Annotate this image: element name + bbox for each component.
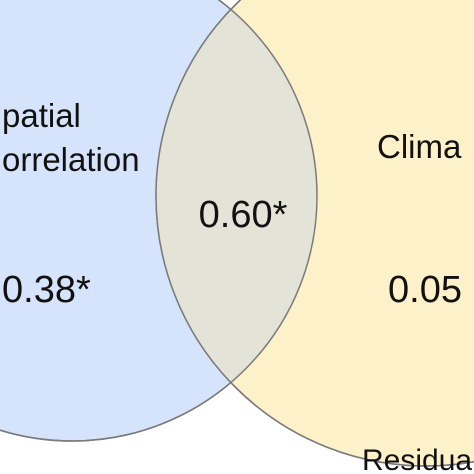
climate-value: 0.05 [388, 269, 462, 311]
climate-outline [155, 0, 474, 467]
residual-label: Residua [362, 444, 472, 474]
spatial-correlation-label-line-2: orrelation [2, 141, 140, 178]
spatial-correlation-outline [0, 0, 318, 442]
overlap-value: 0.60* [199, 194, 288, 236]
climate-label: Clima [377, 128, 462, 165]
spatial-correlation-value: 0.38* [2, 269, 91, 311]
spatial-correlation-label: patial orrelation [2, 97, 140, 178]
spatial-correlation-label-line-1: patial [2, 97, 81, 134]
